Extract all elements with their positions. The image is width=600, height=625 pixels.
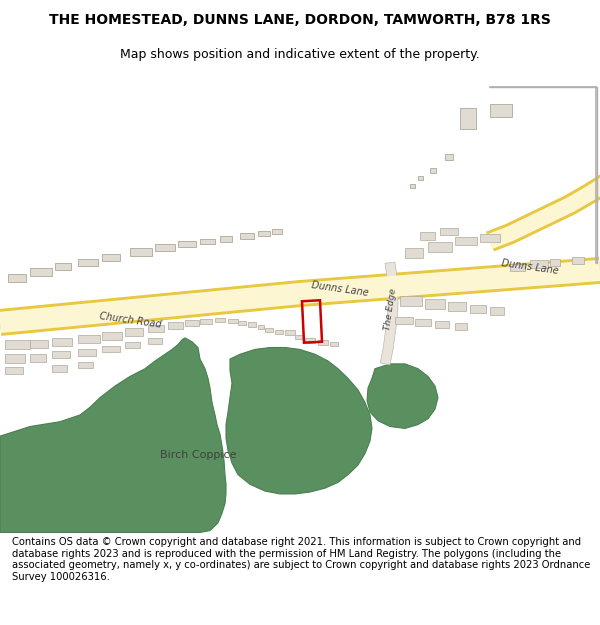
Bar <box>238 321 246 326</box>
Bar <box>78 259 98 266</box>
Bar <box>480 234 500 241</box>
Bar <box>490 104 512 118</box>
Bar <box>30 340 48 348</box>
Text: Dunns Lane: Dunns Lane <box>501 259 559 276</box>
Bar <box>102 332 122 340</box>
Bar <box>55 262 71 271</box>
Bar <box>78 362 93 368</box>
Text: Dunns Lane: Dunns Lane <box>311 280 369 298</box>
Text: Map shows position and indicative extent of the property.: Map shows position and indicative extent… <box>120 48 480 61</box>
Bar <box>550 259 560 266</box>
Bar <box>510 264 525 271</box>
Polygon shape <box>486 172 600 251</box>
Bar <box>440 228 458 235</box>
Bar <box>30 354 46 362</box>
Text: Church Road: Church Road <box>98 311 162 330</box>
Polygon shape <box>0 260 600 333</box>
Bar <box>448 302 466 311</box>
Bar <box>265 328 273 332</box>
Bar <box>425 299 445 309</box>
Bar <box>272 229 282 234</box>
Bar <box>5 340 30 349</box>
Bar <box>155 244 175 251</box>
Bar <box>5 367 23 374</box>
Bar <box>240 233 254 239</box>
Bar <box>428 242 452 252</box>
Polygon shape <box>487 174 600 249</box>
Bar <box>78 335 100 342</box>
Bar <box>490 307 504 315</box>
Bar <box>275 330 283 334</box>
Bar <box>285 330 295 335</box>
Bar <box>318 340 328 344</box>
Bar <box>430 168 436 173</box>
Bar <box>125 328 143 336</box>
Polygon shape <box>380 262 398 365</box>
Bar <box>215 318 225 322</box>
Text: THE HOMESTEAD, DUNNS LANE, DORDON, TAMWORTH, B78 1RS: THE HOMESTEAD, DUNNS LANE, DORDON, TAMWO… <box>49 12 551 27</box>
Bar <box>78 349 96 356</box>
Bar <box>30 269 52 276</box>
Bar <box>148 338 162 344</box>
Bar <box>420 232 435 239</box>
Bar <box>52 365 67 372</box>
Text: Contains OS data © Crown copyright and database right 2021. This information is : Contains OS data © Crown copyright and d… <box>12 537 590 582</box>
Bar <box>305 338 315 342</box>
Bar <box>248 322 256 328</box>
Bar <box>445 154 453 159</box>
Bar <box>418 176 423 180</box>
Text: The Edge: The Edge <box>383 288 397 331</box>
Bar <box>102 254 120 261</box>
Bar <box>125 342 140 349</box>
Bar <box>258 326 264 329</box>
Bar <box>410 184 415 188</box>
Polygon shape <box>367 364 438 429</box>
Text: Birch Coppice: Birch Coppice <box>160 451 236 461</box>
Bar <box>52 351 70 358</box>
Bar <box>52 338 72 346</box>
Bar <box>295 335 303 339</box>
Polygon shape <box>226 348 372 494</box>
Bar <box>228 319 238 323</box>
Bar <box>470 305 486 312</box>
Bar <box>185 319 199 326</box>
Bar <box>178 241 196 248</box>
Bar <box>200 239 215 244</box>
Polygon shape <box>0 257 600 336</box>
Bar <box>8 274 26 282</box>
Bar <box>435 321 449 328</box>
Bar <box>220 236 232 241</box>
Bar <box>530 260 548 269</box>
Bar <box>400 296 422 306</box>
Bar <box>102 346 120 352</box>
Bar <box>395 317 413 324</box>
Bar <box>258 231 270 236</box>
Bar <box>405 248 423 258</box>
Bar <box>455 323 467 330</box>
Bar <box>572 257 584 264</box>
Polygon shape <box>0 338 226 532</box>
Bar <box>148 326 164 332</box>
Bar <box>168 322 183 329</box>
Bar <box>200 319 212 324</box>
Bar <box>130 248 152 256</box>
Bar <box>5 354 25 363</box>
Bar <box>415 319 431 326</box>
Bar <box>460 107 476 129</box>
Bar <box>455 237 477 246</box>
Bar <box>330 342 338 346</box>
